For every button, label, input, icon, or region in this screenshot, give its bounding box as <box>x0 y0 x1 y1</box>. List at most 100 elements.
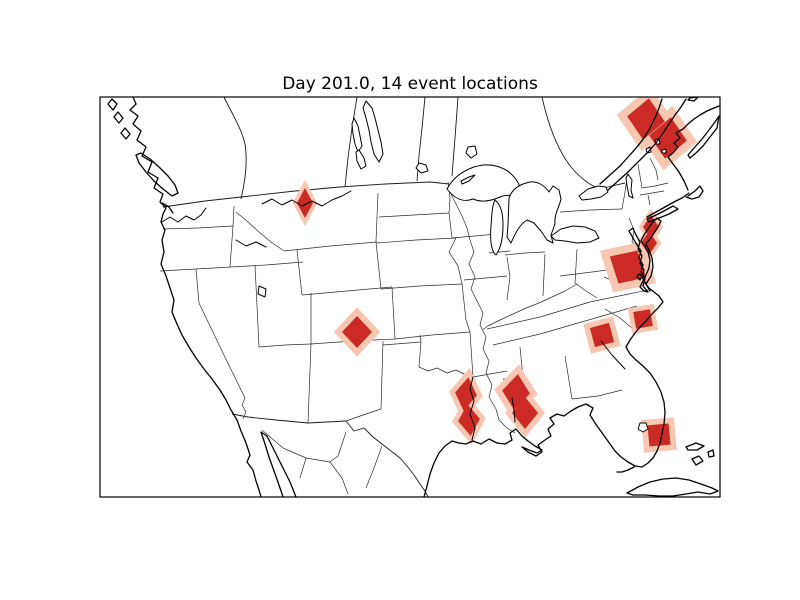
state-border-path <box>345 340 384 422</box>
state-border-path <box>382 341 422 346</box>
state-border-path <box>376 237 457 244</box>
coastline-path <box>113 111 124 124</box>
event-marker <box>342 316 372 348</box>
state-border-path <box>641 182 669 189</box>
state-border-path <box>639 190 665 196</box>
state-border-path <box>235 211 285 252</box>
state-border-path <box>378 212 450 218</box>
state-border-path <box>301 286 393 296</box>
event-marker <box>297 188 313 218</box>
lake-shape <box>490 199 504 256</box>
lake-shape <box>351 117 363 153</box>
state-border-path <box>254 264 260 348</box>
event-marker <box>502 374 530 410</box>
coastline-path <box>120 127 131 140</box>
state-border-path <box>310 331 471 345</box>
state-border-path <box>159 261 304 272</box>
coastlines-layer <box>107 97 720 497</box>
event-marker <box>641 231 657 255</box>
event-marker <box>458 404 480 436</box>
lake-shape <box>506 181 562 244</box>
state-border-path <box>637 163 643 189</box>
river-path <box>600 340 626 370</box>
river-path <box>469 376 476 441</box>
country-border-path <box>344 97 358 188</box>
state-border-path <box>542 253 546 297</box>
coastline-path <box>599 98 663 185</box>
lake-shape <box>550 225 600 244</box>
state-border-path <box>559 208 623 213</box>
event-marker <box>455 377 477 411</box>
lake-shape <box>362 100 384 163</box>
event-marker <box>627 98 665 140</box>
event-marker <box>589 322 615 348</box>
state-border-path <box>380 283 463 290</box>
river-path <box>161 207 207 223</box>
state-border-path <box>468 239 516 434</box>
state-border-path <box>258 343 312 348</box>
lake-shape <box>645 146 652 154</box>
event-marker <box>643 215 659 239</box>
event-marker <box>633 309 653 329</box>
state-border-path <box>492 305 638 346</box>
state-border-path <box>195 268 247 420</box>
lake-shape <box>625 173 634 199</box>
lake-shape <box>460 174 476 185</box>
state-border-path <box>463 275 508 281</box>
state-border-path <box>469 331 474 378</box>
coastline-path <box>685 185 704 200</box>
state-border-path <box>571 389 623 400</box>
country-border-path <box>451 97 459 177</box>
event-marker <box>647 423 671 447</box>
state-border-path <box>418 366 474 378</box>
country-border-path <box>541 97 601 190</box>
state-border-path <box>448 237 463 285</box>
coastline-path <box>129 97 262 497</box>
state-border-path <box>481 283 578 331</box>
state-border-path <box>329 431 347 463</box>
plot-frame <box>99 96 721 498</box>
state-border-path <box>391 286 396 340</box>
coastline-path <box>135 152 179 197</box>
state-border-path <box>472 370 508 378</box>
state-border-path <box>574 248 578 284</box>
lake-shape <box>637 422 649 433</box>
coastline-path <box>685 442 705 451</box>
rivers-layer <box>161 190 626 441</box>
coastline-path <box>161 202 174 214</box>
event-marker <box>609 250 647 284</box>
coastline-path <box>646 205 679 223</box>
state-border-path <box>329 461 349 495</box>
state-border-path <box>307 293 312 424</box>
coastline-path <box>667 105 720 191</box>
lakes-layer <box>257 100 667 433</box>
state-border-path <box>299 457 307 479</box>
state-borders-layer <box>159 157 669 495</box>
river-path <box>235 239 267 248</box>
state-border-path <box>574 282 598 299</box>
coastline-path <box>639 217 662 293</box>
state-border-path <box>447 187 471 241</box>
river-path <box>511 397 516 423</box>
lake-shape <box>465 145 478 159</box>
state-border-path <box>504 251 546 256</box>
state-border-path <box>162 225 234 230</box>
state-border-path <box>229 205 235 268</box>
coastline-path <box>691 455 704 466</box>
state-border-path <box>375 192 382 290</box>
country-borders-layer <box>162 97 626 497</box>
coastline-path <box>626 477 719 497</box>
lake-shape <box>257 285 267 298</box>
state-border-path <box>296 249 303 296</box>
state-border-path <box>461 283 471 333</box>
state-border-path <box>418 341 422 368</box>
state-border-path <box>506 256 511 301</box>
coastline-path <box>646 192 690 218</box>
state-border-path <box>419 334 422 343</box>
coastline-path <box>628 227 651 293</box>
coastline-path <box>423 283 666 497</box>
state-border-path <box>448 212 453 239</box>
coastline-path <box>636 273 643 281</box>
country-border-path <box>345 420 429 497</box>
